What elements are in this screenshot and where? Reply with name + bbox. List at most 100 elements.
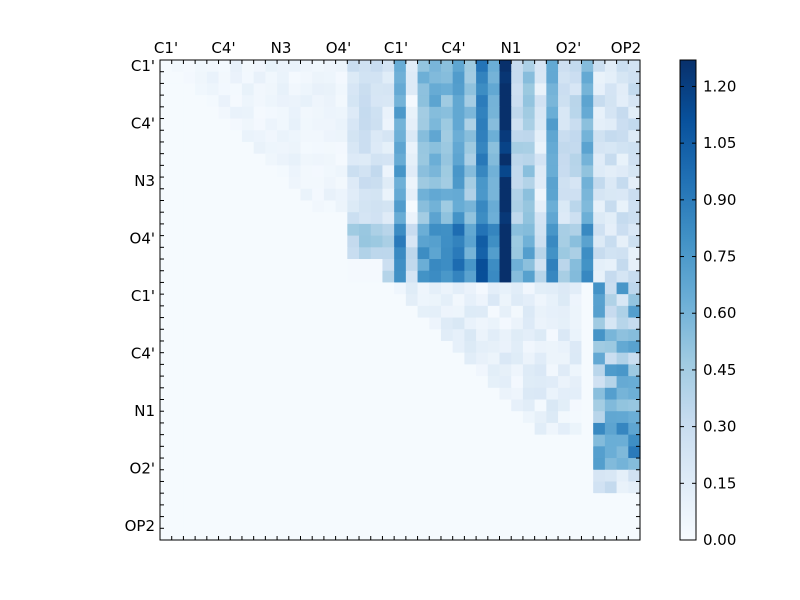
- heatmap-cell: [206, 399, 220, 412]
- heatmap-cell: [265, 411, 278, 424]
- heatmap-cell: [382, 294, 395, 307]
- heatmap-cell: [604, 223, 618, 237]
- heatmap-cell: [464, 387, 477, 401]
- heatmap-cell: [464, 422, 477, 436]
- heatmap-cell: [230, 153, 243, 166]
- heatmap-cell: [370, 411, 384, 424]
- heatmap-cell: [195, 387, 208, 401]
- heatmap-cell: [616, 153, 629, 166]
- heatmap-cell: [370, 282, 384, 295]
- heatmap-cell: [347, 294, 360, 307]
- heatmap-cell: [195, 118, 208, 131]
- heatmap-cell: [499, 282, 512, 295]
- heatmap-cell: [288, 305, 302, 319]
- heatmap-cell: [581, 364, 594, 377]
- heatmap-cell: [335, 305, 348, 319]
- heatmap-cell: [335, 422, 348, 436]
- heatmap-cell: [604, 376, 618, 389]
- heatmap-cell: [417, 434, 430, 447]
- heatmap-cell: [265, 481, 278, 494]
- heatmap-cell: [546, 188, 559, 202]
- heatmap-cell: [206, 71, 220, 85]
- heatmap-cell: [218, 188, 231, 202]
- heatmap-cell: [429, 387, 442, 401]
- heatmap-cell: [288, 469, 302, 483]
- heatmap-cell: [359, 130, 372, 143]
- heatmap-cell: [241, 141, 255, 155]
- heatmap-cell: [546, 177, 559, 190]
- heatmap-cell: [429, 235, 442, 248]
- heatmap-cell: [195, 282, 208, 295]
- heatmap-cell: [534, 469, 547, 483]
- heatmap-cell: [616, 340, 629, 354]
- heatmap-cell: [382, 422, 395, 436]
- heatmap-cell: [452, 493, 465, 506]
- heatmap-cell: [558, 118, 571, 131]
- heatmap-cell: [394, 212, 407, 225]
- heatmap-cell: [593, 446, 606, 459]
- heatmap-cell: [440, 83, 454, 96]
- heatmap-cell: [230, 305, 243, 319]
- heatmap-cell: [312, 177, 325, 190]
- heatmap-cell: [569, 528, 583, 541]
- heatmap-cell: [230, 434, 243, 447]
- heatmap-cell: [183, 153, 196, 166]
- heatmap-cell: [171, 422, 185, 436]
- heatmap-cell: [522, 516, 536, 529]
- heatmap-cell: [604, 177, 618, 190]
- heatmap-cell: [464, 83, 477, 96]
- heatmap-cell: [417, 469, 430, 483]
- heatmap-cell: [277, 60, 290, 73]
- heatmap-cell: [487, 434, 501, 447]
- heatmap-cell: [394, 376, 407, 389]
- heatmap-cell: [522, 60, 536, 73]
- heatmap-cell: [405, 153, 419, 166]
- heatmap-cell: [429, 118, 442, 131]
- heatmap-cell: [628, 200, 641, 213]
- heatmap-cell: [195, 83, 208, 96]
- heatmap-cell: [464, 411, 477, 424]
- heatmap-cell: [546, 516, 559, 529]
- heatmap-cell: [253, 422, 266, 436]
- heatmap-cell: [546, 528, 559, 541]
- heatmap-cell: [464, 434, 477, 447]
- heatmap-cell: [160, 270, 173, 284]
- heatmap-cell: [394, 259, 407, 272]
- heatmap-cell: [593, 247, 606, 260]
- heatmap-cell: [628, 364, 641, 377]
- heatmap-cell: [241, 235, 255, 248]
- heatmap-cell: [206, 340, 220, 354]
- heatmap-cell: [405, 387, 419, 401]
- heatmap-cell: [335, 434, 348, 447]
- heatmap-cell: [487, 95, 501, 108]
- heatmap-cell: [593, 376, 606, 389]
- heatmap-cell: [206, 387, 220, 401]
- heatmap-cell: [277, 528, 290, 541]
- heatmap-cell: [370, 247, 384, 260]
- heatmap-cell: [230, 458, 243, 471]
- heatmap-cell: [160, 305, 173, 319]
- heatmap-cell: [265, 387, 278, 401]
- heatmap-cell: [323, 458, 337, 471]
- heatmap-cell: [476, 247, 489, 260]
- heatmap-cell: [487, 504, 501, 518]
- heatmap-cell: [300, 60, 313, 73]
- heatmap-cell: [312, 223, 325, 237]
- heatmap-cell: [265, 504, 278, 518]
- heatmap-cell: [335, 60, 348, 73]
- heatmap-cell: [335, 282, 348, 295]
- heatmap-cell: [429, 329, 442, 342]
- heatmap-cell: [511, 270, 524, 284]
- heatmap-cell: [206, 130, 220, 143]
- heatmap-cell: [370, 446, 384, 459]
- heatmap-cell: [476, 188, 489, 202]
- y-tick-label: C4': [131, 345, 155, 363]
- colorbar-tick-label: 0.15: [703, 474, 736, 492]
- heatmap-cell: [487, 259, 501, 272]
- heatmap-cell: [593, 130, 606, 143]
- y-tick-label: C1': [131, 287, 155, 305]
- heatmap-cell: [277, 200, 290, 213]
- heatmap-cell: [558, 141, 571, 155]
- heatmap-cell: [300, 469, 313, 483]
- heatmap-cell: [534, 317, 547, 330]
